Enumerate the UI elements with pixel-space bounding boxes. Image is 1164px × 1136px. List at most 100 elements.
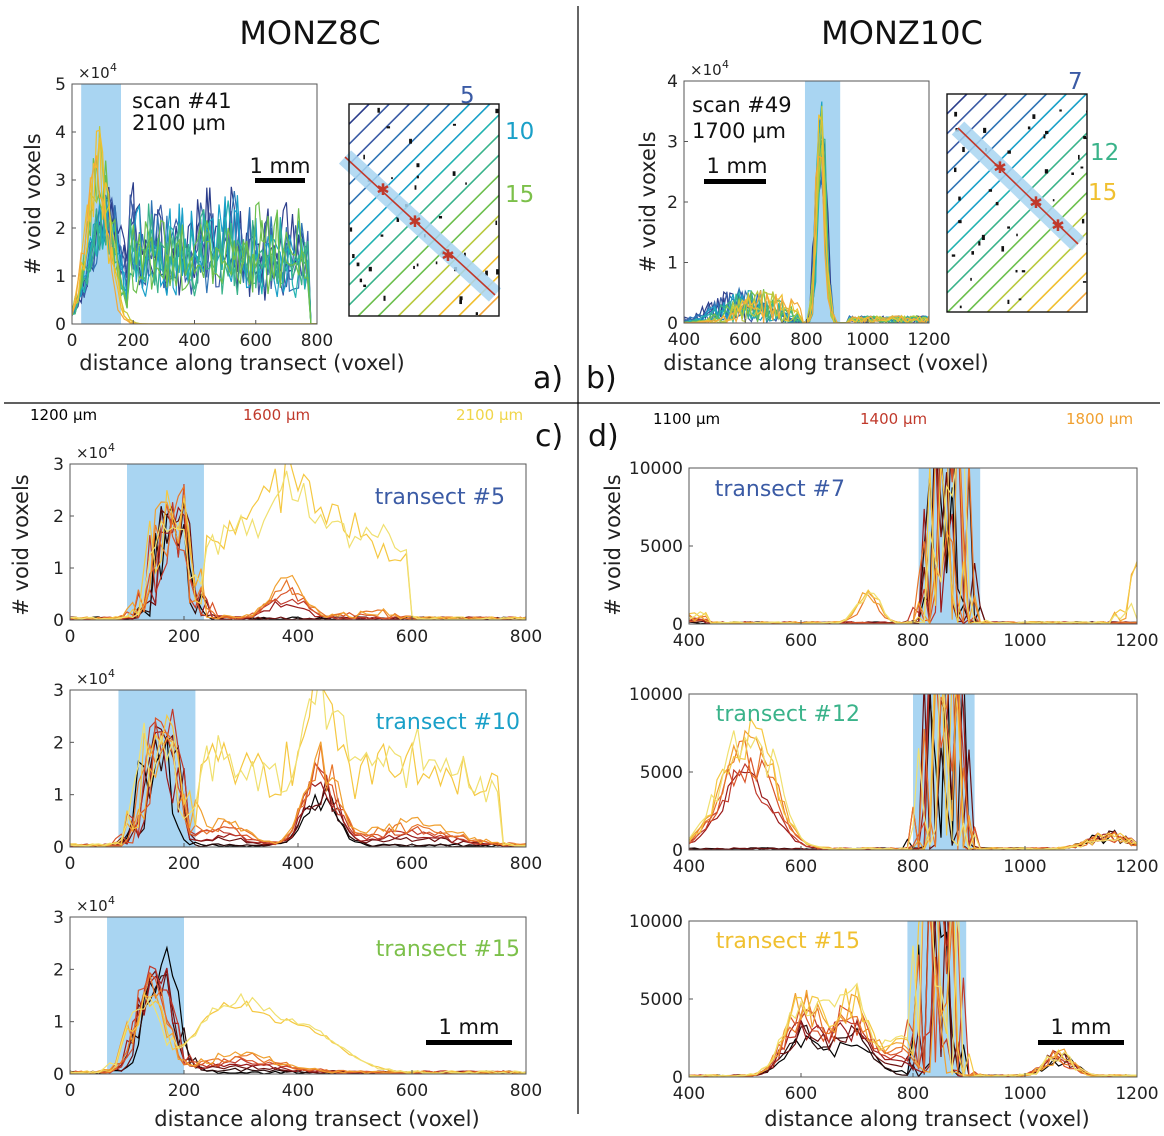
void-speck	[1052, 199, 1055, 202]
y-tick-label: 0	[53, 611, 64, 631]
void-speck	[363, 154, 365, 160]
series-line	[689, 468, 1137, 624]
x-tick-label: 600	[396, 854, 428, 874]
hatch-line	[986, 211, 1087, 312]
void-speck	[995, 201, 999, 206]
void-speck	[438, 215, 443, 219]
x-axis-label: distance along transect (voxel)	[764, 1107, 1089, 1131]
void-speck	[352, 254, 355, 259]
x-tick-label: 400	[282, 1081, 314, 1101]
y-tick-label: 10000	[629, 912, 683, 932]
x-axis-label: distance along transect (voxel)	[154, 1107, 479, 1131]
void-speck	[1021, 270, 1026, 273]
x-tick-label: 200	[168, 627, 200, 647]
void-speck	[1007, 150, 1011, 154]
void-speck	[452, 171, 456, 176]
x-tick-label: 600	[240, 331, 272, 351]
transect-line	[344, 156, 496, 296]
hatch-line	[397, 214, 499, 316]
x-tick-label: 200	[117, 331, 149, 351]
hatch-lines	[349, 104, 499, 316]
y-tick-label: 0	[667, 314, 678, 334]
y-tick-label: 4	[667, 72, 678, 92]
series-line	[72, 158, 317, 324]
void-speck	[368, 266, 372, 272]
chart-title: transect #15	[376, 937, 520, 962]
panel-label-d: d)	[588, 419, 619, 454]
void-speck	[1045, 130, 1049, 135]
x-tick-label: 200	[168, 1081, 200, 1101]
x-tick-label: 800	[301, 331, 333, 351]
scalebar-c-label: 1 mm	[439, 1015, 500, 1039]
x-tick-label: 0	[65, 854, 76, 874]
series-line	[689, 468, 1137, 624]
y-tick-label: 0	[672, 1068, 683, 1088]
void-speck	[380, 234, 384, 237]
void-speck	[971, 251, 975, 255]
void-speck	[409, 138, 412, 144]
x-tick-label: 1200	[907, 330, 950, 350]
void-speck	[349, 227, 353, 232]
series-line	[70, 736, 526, 847]
void-speck	[495, 108, 499, 114]
series-group	[689, 921, 1137, 1077]
x-tick-label: 1200	[1115, 1084, 1158, 1104]
x-tick-label: 600	[729, 330, 761, 350]
x-axis-label: distance along transect (voxel)	[79, 351, 404, 375]
x-tick-label: 400	[673, 857, 705, 877]
void-speck	[496, 269, 499, 275]
y-tick-label: 1	[53, 1013, 64, 1033]
y-tick-label: 0	[55, 315, 66, 335]
transect-number: 12	[1090, 140, 1119, 166]
hatch-line	[1046, 271, 1087, 312]
series-line	[72, 126, 317, 324]
transect-marker: ✱	[993, 158, 1006, 177]
map-inset-b: ✱ ✱ ✱ 7 12 15	[946, 69, 1119, 313]
hatch-line	[1006, 231, 1087, 312]
transect-line	[957, 127, 1079, 245]
void-speck	[954, 167, 957, 173]
scalebar-a-label: 1 mm	[250, 154, 311, 178]
chart-title: transect #12	[716, 702, 860, 727]
scan-a-line1: scan #41	[132, 89, 232, 113]
y-exponent: ×10	[690, 61, 722, 79]
void-speck	[1016, 233, 1018, 237]
transect-number: 15	[505, 182, 534, 208]
y-tick-label: 10000	[629, 685, 683, 705]
void-speck	[416, 175, 419, 179]
map-inset-a: ✱ ✱ ✱ 5 10 15	[338, 83, 534, 317]
series-line	[72, 158, 317, 324]
hatch-line	[349, 104, 431, 186]
hatch-line	[349, 104, 451, 206]
series-line	[689, 468, 1137, 624]
x-tick-label: 1200	[1115, 631, 1158, 651]
y-axis-label: # void voxels	[21, 133, 45, 275]
hatch-line	[947, 94, 1028, 175]
y-tick-label: 0	[53, 1065, 64, 1085]
hatch-line	[967, 191, 1087, 312]
x-tick-label: 1000	[1003, 857, 1046, 877]
chart-title: transect #10	[376, 710, 520, 735]
legend-entry: 2100 µm	[456, 406, 523, 424]
y-tick-label: 1	[667, 254, 678, 274]
x-tick-label: 600	[396, 1081, 428, 1101]
hatch-line	[458, 274, 499, 316]
y-tick-label: 3	[667, 133, 678, 153]
void-speck	[495, 220, 498, 226]
void-speck	[981, 234, 985, 241]
y-axis-label: # void voxels	[601, 474, 625, 616]
hatch-line	[947, 171, 1087, 312]
void-speck	[1071, 172, 1074, 175]
y-exponent: ×10	[76, 897, 108, 915]
y-exponent-power: 4	[722, 58, 729, 71]
hatch-line	[349, 104, 410, 166]
series-line	[689, 468, 1137, 624]
void-speck	[356, 262, 360, 267]
void-speck	[363, 284, 367, 288]
x-tick-label: 800	[790, 330, 822, 350]
void-speck	[1080, 166, 1084, 169]
y-tick-label: 3	[55, 171, 66, 191]
chart-title: transect #7	[715, 477, 845, 502]
series-line	[689, 468, 1137, 624]
